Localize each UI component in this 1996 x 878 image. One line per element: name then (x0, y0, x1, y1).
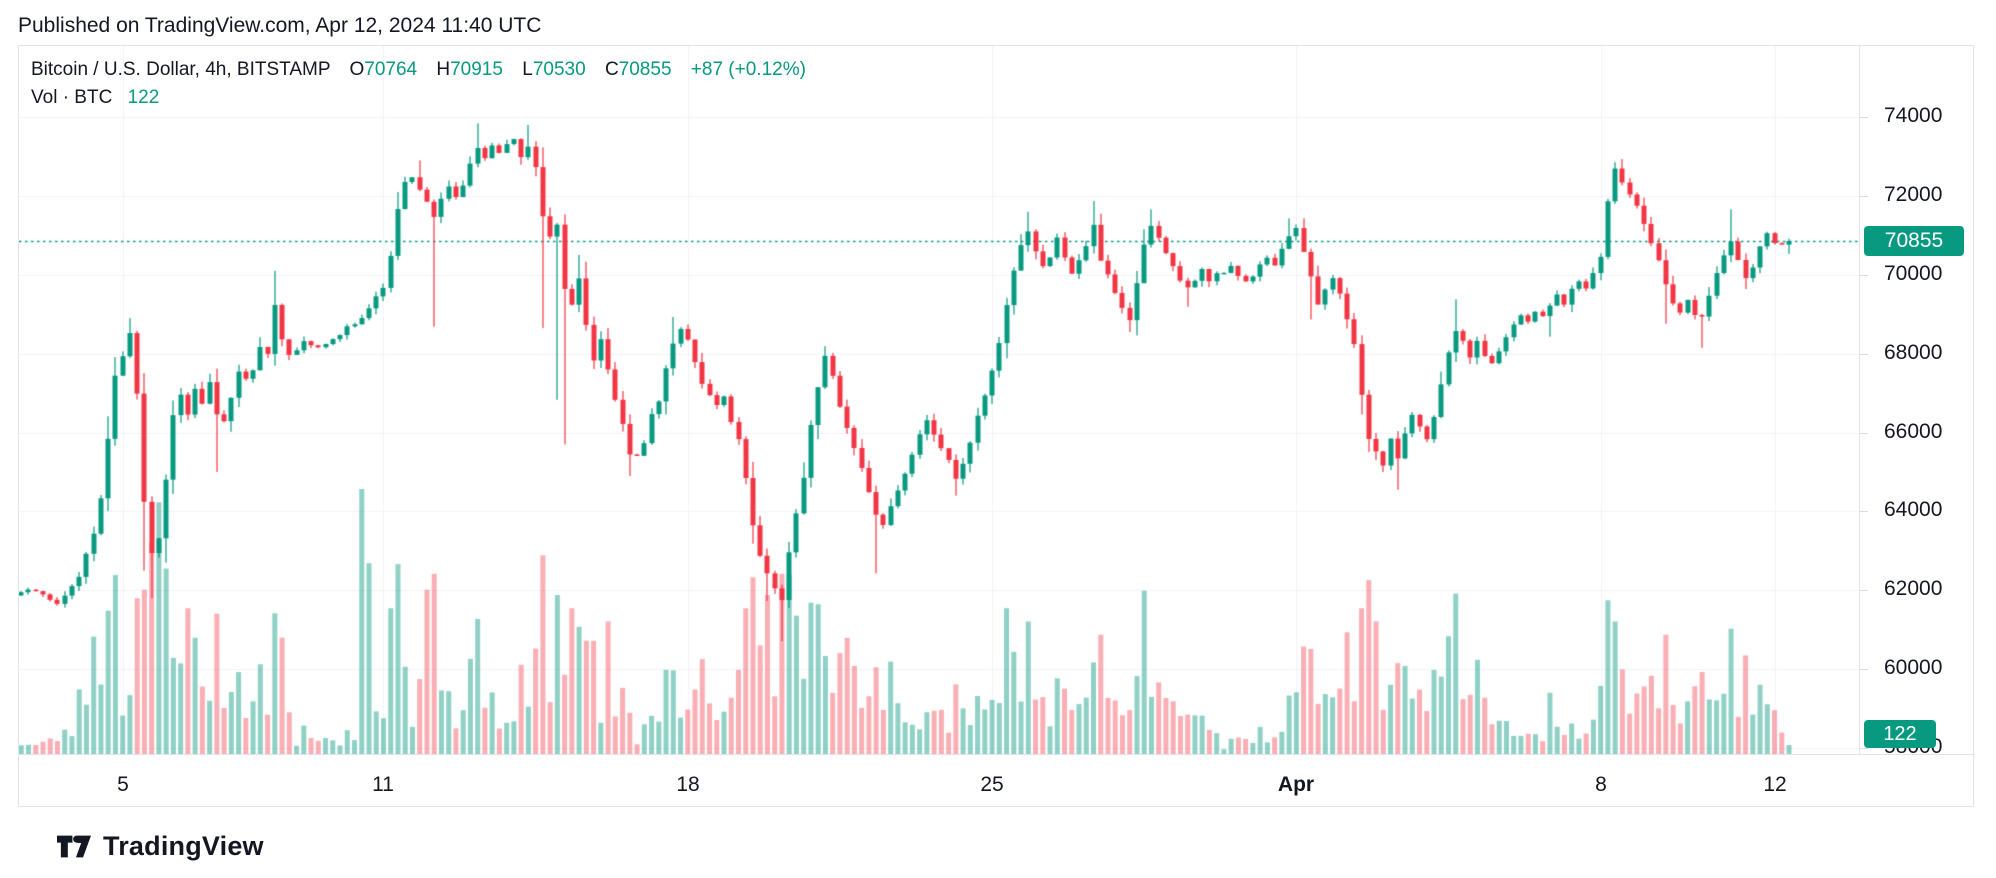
price-axis-label: 66000 (1884, 420, 1943, 443)
price-axis-tick (1860, 117, 1868, 118)
volume-label: Vol · BTC (31, 87, 113, 108)
time-axis-label: 25 (980, 773, 1004, 796)
price-chart: Bitcoin / U.S. Dollar, 4h, BITSTAMP O707… (19, 46, 1859, 754)
time-axis-label: 11 (372, 773, 394, 796)
price-axis-label: 70000 (1884, 262, 1943, 285)
time-axis-label: 18 (676, 773, 700, 796)
price-axis-tick (1860, 590, 1868, 591)
price-axis-tick (1860, 196, 1868, 197)
chart-legend: Bitcoin / U.S. Dollar, 4h, BITSTAMP O707… (31, 56, 806, 112)
price-axis-tick (1860, 354, 1868, 355)
symbol-legend-row[interactable]: Bitcoin / U.S. Dollar, 4h, BITSTAMP O707… (31, 56, 806, 84)
price-axis-label: 62000 (1884, 577, 1943, 600)
price-axis-tick (1860, 433, 1868, 434)
ohlc-low: L70530 (522, 59, 586, 80)
ohlc-open: O70764 (349, 59, 418, 80)
price-change: +87 (+0.12%) (690, 59, 806, 80)
price-axis-label: 74000 (1884, 104, 1943, 127)
price-axis[interactable]: 70855 122 74000 72000 70000 68000 66000 64000… (1859, 46, 1974, 758)
last-price-badge: 70855 (1864, 226, 1964, 256)
chart-card: Bitcoin / U.S. Dollar, 4h, BITSTAMP O707… (18, 45, 1974, 807)
price-axis-tick (1860, 275, 1868, 276)
symbol-title: Bitcoin / U.S. Dollar, 4h, BITSTAMP (31, 59, 331, 80)
volume-legend-row[interactable]: Vol · BTC 122 (31, 84, 806, 112)
time-axis-label: Apr (1277, 773, 1315, 796)
footer-branding: TradingView (57, 831, 264, 862)
brand-name[interactable]: TradingView (103, 831, 264, 861)
price-axis-label: 68000 (1884, 341, 1943, 364)
price-axis-tick (1860, 748, 1868, 749)
price-axis-tick (1860, 511, 1868, 512)
tradingview-logo-icon[interactable] (57, 833, 91, 860)
time-axis-label: 8 (1595, 773, 1607, 796)
last-volume-badge: 122 (1864, 720, 1936, 748)
published-line: Published on TradingView.com, Apr 12, 20… (18, 14, 542, 37)
price-axis-label: 64000 (1884, 498, 1943, 521)
ohlc-high: H70915 (436, 59, 503, 80)
time-axis-label: 5 (117, 773, 129, 796)
volume-value: 122 (127, 87, 160, 108)
price-axis-tick (1860, 669, 1868, 670)
price-axis-label: 60000 (1884, 656, 1943, 679)
candlestick-canvas[interactable] (19, 46, 1859, 754)
time-axis-label: 12 (1763, 773, 1787, 796)
price-axis-label: 72000 (1884, 183, 1943, 206)
time-axis[interactable]: 5 11 18 25 Apr 8 12 (19, 754, 1973, 807)
ohlc-close: C70855 (604, 59, 672, 80)
